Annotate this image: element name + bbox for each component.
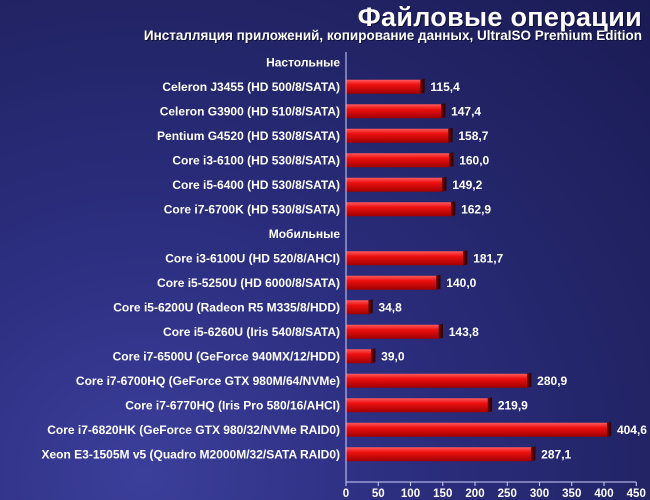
value-label: 181,7	[473, 251, 503, 265]
bar-end	[371, 348, 376, 364]
bar	[346, 422, 607, 437]
group-label: Настольные	[266, 55, 340, 69]
value-label: 287,1	[541, 447, 571, 461]
bar	[346, 275, 437, 290]
bar	[346, 153, 450, 168]
value-label: 162,9	[461, 202, 491, 216]
value-label: 143,8	[449, 325, 479, 339]
bar-end	[531, 446, 536, 462]
value-label: 404,6	[617, 423, 647, 437]
x-tick-label: 250	[498, 488, 517, 500]
x-tick-label: 400	[594, 488, 613, 500]
bar	[346, 447, 532, 462]
value-label: 219,9	[498, 398, 528, 412]
bar	[346, 79, 421, 94]
x-tick-label: 200	[465, 488, 484, 500]
bar-end	[451, 201, 456, 217]
bar	[346, 177, 443, 192]
category-label: Core i7-6770HQ (Iris Pro 580/16/AHCI)	[125, 398, 340, 412]
x-tick-label: 0	[343, 488, 349, 500]
value-label: 280,9	[537, 374, 567, 388]
value-label: 160,0	[459, 153, 489, 167]
x-tick-label: 350	[562, 488, 581, 500]
bar-end	[527, 372, 532, 388]
bar-end	[487, 397, 493, 413]
bar-end	[606, 421, 612, 437]
bar	[346, 251, 464, 266]
category-label: Xeon E3-1505M v5 (Quadro M2000M/32/SATA …	[41, 447, 340, 461]
bar	[346, 202, 452, 217]
bar-end	[368, 299, 373, 315]
bar	[346, 349, 372, 364]
chart-title: Файловые операции	[357, 2, 642, 32]
category-label: Core i5-6260U (Iris 540/8/SATA)	[163, 325, 340, 339]
bar-end	[448, 127, 453, 143]
bar-end	[449, 152, 454, 168]
x-tick-label: 300	[530, 488, 549, 500]
category-label: Pentium G4520 (HD 530/8/SATA)	[157, 129, 340, 143]
value-label: 158,7	[458, 129, 488, 143]
x-tick-label: 50	[372, 488, 385, 500]
value-label: 147,4	[451, 104, 481, 118]
bar-end	[463, 250, 468, 266]
bar	[346, 104, 442, 119]
x-tick-label: 150	[433, 488, 452, 500]
bar-end	[441, 103, 446, 119]
bar-end	[438, 323, 443, 339]
bar-end	[420, 78, 425, 94]
category-label: Core i5-5250U (HD 6000/8/SATA)	[157, 276, 340, 290]
x-tick-label: 100	[401, 488, 420, 500]
category-label: Core i5-6400 (HD 530/8/SATA)	[172, 178, 340, 192]
value-label: 149,2	[452, 178, 482, 192]
category-label: Core i7-6700K (HD 530/8/SATA)	[164, 202, 340, 216]
bar	[346, 373, 528, 388]
bar	[346, 398, 488, 413]
category-label: Core i3-6100U (HD 520/8/AHCI)	[165, 251, 340, 265]
chart-subtitle: Инсталляция приложений, копирование данн…	[143, 28, 642, 43]
category-label: Core i5-6200U (Radeon R5 M335/8/HDD)	[113, 300, 340, 314]
category-label: Core i3-6100 (HD 530/8/SATA)	[172, 153, 340, 167]
category-label: Celeron J3455 (HD 500/8/SATA)	[162, 80, 340, 94]
bar	[346, 300, 369, 315]
bar	[346, 324, 439, 339]
group-label: Мобильные	[269, 227, 341, 241]
value-label: 34,8	[378, 300, 402, 314]
category-label: Core i7-6500U (GeForce 940MX/12/HDD)	[113, 349, 340, 363]
value-label: 140,0	[446, 276, 476, 290]
category-label: Celeron G3900 (HD 510/8/SATA)	[160, 104, 340, 118]
x-tick-label: 450	[627, 488, 646, 500]
category-label: Core i7-6700HQ (GeForce GTX 980M/64/NVMe…	[76, 374, 340, 388]
value-label: 115,4	[430, 80, 460, 94]
value-label: 39,0	[381, 349, 405, 363]
category-label: Core i7-6820HK (GeForce GTX 980/32/NVMe …	[47, 423, 340, 437]
bar-end	[442, 176, 447, 192]
bar-end	[436, 274, 441, 290]
bar	[346, 128, 449, 143]
